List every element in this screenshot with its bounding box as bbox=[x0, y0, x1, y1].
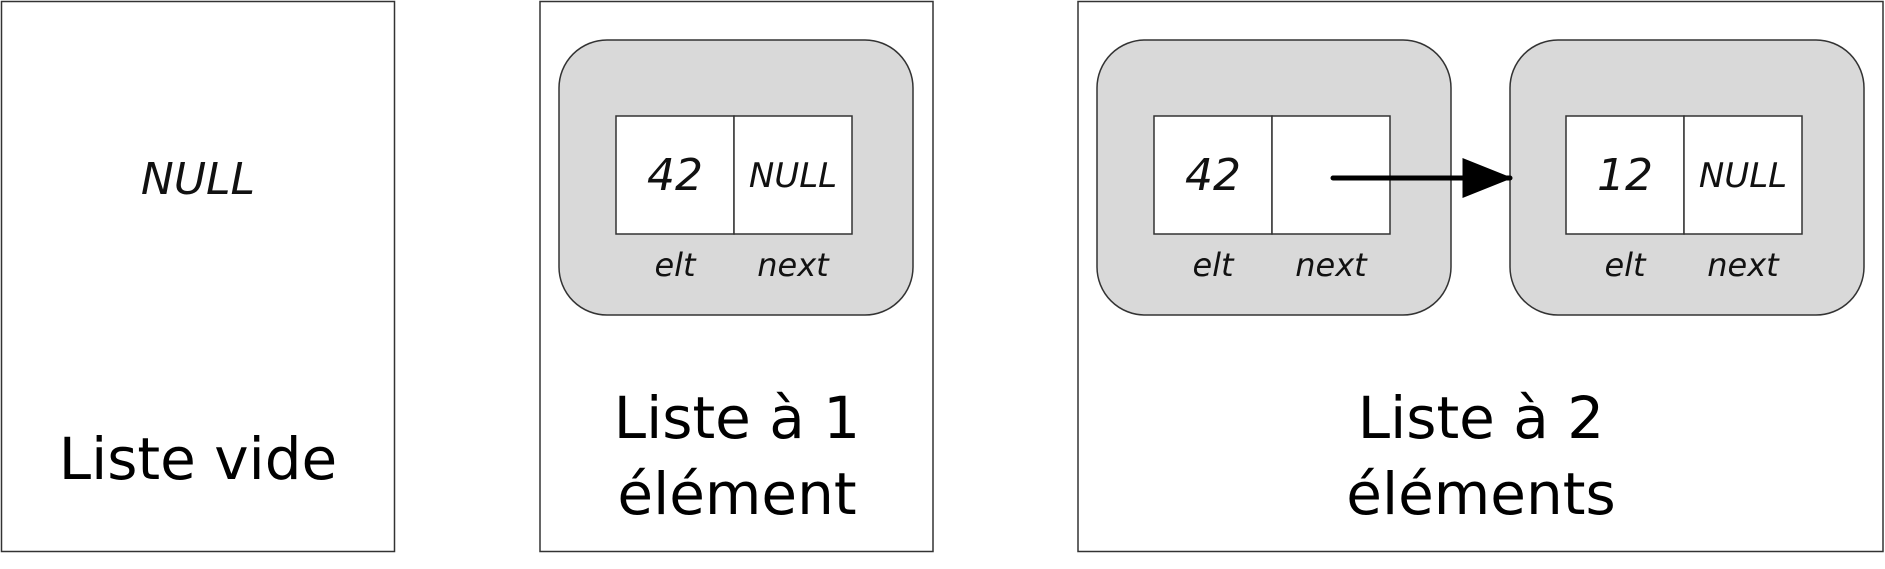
node-one: 42 NULL elt next bbox=[558, 39, 914, 316]
node-one-next-cell bbox=[733, 115, 853, 235]
node-one-elt-cell bbox=[615, 115, 735, 235]
panel-two-elements: 42 elt next 12 NULL elt next Liste à 2 é… bbox=[1077, 0, 1884, 553]
panel-empty-list: NULL Liste vide bbox=[0, 0, 396, 553]
node-two-first-elt-label: elt bbox=[1192, 246, 1235, 284]
node-two-second-elt-label: elt bbox=[1604, 246, 1647, 284]
node-one-elt-value: 42 bbox=[647, 150, 703, 201]
node-two-second-elt-value: 12 bbox=[1597, 150, 1653, 201]
node-one-next-label: next bbox=[757, 246, 830, 284]
node-two-second-next-value: NULL bbox=[1699, 156, 1787, 196]
one-element-caption-line2: élément bbox=[617, 460, 856, 528]
two-elements-caption-line1: Liste à 2 bbox=[1358, 384, 1604, 452]
node-two-first-next-label: next bbox=[1295, 246, 1368, 284]
two-elements-caption-line2: éléments bbox=[1346, 460, 1615, 528]
node-two-first: 42 elt next bbox=[1096, 39, 1452, 316]
node-two-first-elt-cell bbox=[1153, 115, 1273, 235]
panel-empty-frame bbox=[0, 0, 396, 553]
node-one-next-value: NULL bbox=[749, 156, 837, 196]
node-two-second-next-cell bbox=[1683, 115, 1803, 235]
node-one-elt-label: elt bbox=[654, 246, 697, 284]
node-two-second-elt-cell bbox=[1565, 115, 1685, 235]
node-two-second: 12 NULL elt next bbox=[1509, 39, 1865, 316]
node-two-second-next-label: next bbox=[1707, 246, 1780, 284]
empty-list-null-label: NULL bbox=[141, 154, 255, 205]
node-two-first-elt-value: 42 bbox=[1185, 150, 1241, 201]
panel-one-element: 42 NULL elt next Liste à 1 élément bbox=[539, 0, 934, 553]
empty-list-caption: Liste vide bbox=[59, 425, 337, 493]
one-element-caption-line1: Liste à 1 bbox=[614, 384, 860, 452]
node-two-first-next-cell bbox=[1271, 115, 1391, 235]
